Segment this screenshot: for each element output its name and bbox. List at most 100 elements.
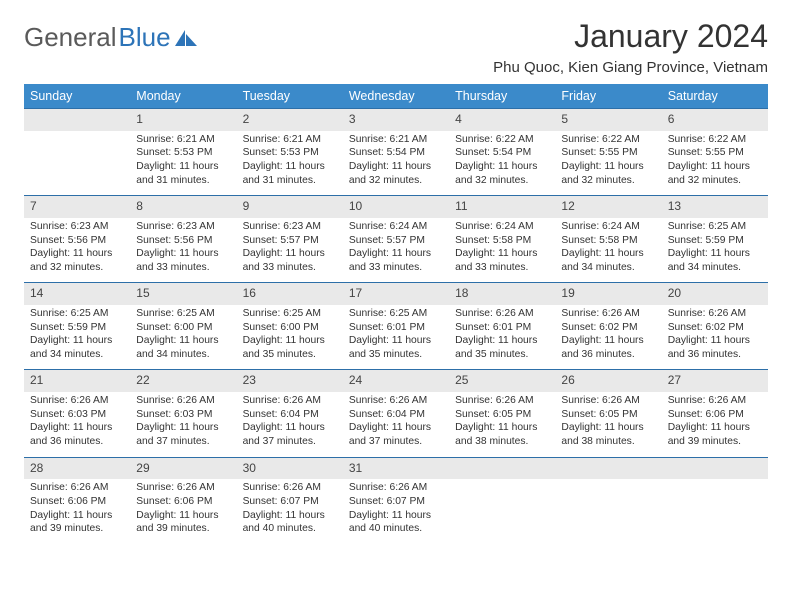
daylight-line: Daylight: 11 hours and 39 minutes.: [136, 509, 230, 536]
daylight-line: Daylight: 11 hours and 34 minutes.: [30, 334, 124, 361]
logo-sail-icon: [175, 30, 197, 46]
sunset-line: Sunset: 6:04 PM: [349, 408, 443, 422]
day-detail-cell: Sunrise: 6:26 AMSunset: 6:07 PMDaylight:…: [343, 479, 449, 543]
daylight-line: Daylight: 11 hours and 38 minutes.: [561, 421, 655, 448]
sunset-line: Sunset: 6:07 PM: [349, 495, 443, 509]
sunrise-line: Sunrise: 6:26 AM: [243, 394, 337, 408]
day-detail-cell: [662, 479, 768, 543]
calendar-table: Sunday Monday Tuesday Wednesday Thursday…: [24, 84, 768, 544]
day-detail-cell: Sunrise: 6:26 AMSunset: 6:07 PMDaylight:…: [237, 479, 343, 543]
day-detail-cell: Sunrise: 6:24 AMSunset: 5:57 PMDaylight:…: [343, 218, 449, 283]
daynum-row: 123456: [24, 109, 768, 131]
day-detail-cell: Sunrise: 6:21 AMSunset: 5:53 PMDaylight:…: [130, 131, 236, 196]
daylight-line: Daylight: 11 hours and 36 minutes.: [30, 421, 124, 448]
day-number-cell: 30: [237, 457, 343, 479]
day-number-cell: 22: [130, 370, 236, 392]
daylight-line: Daylight: 11 hours and 32 minutes.: [668, 160, 762, 187]
detail-row: Sunrise: 6:26 AMSunset: 6:06 PMDaylight:…: [24, 479, 768, 543]
day-number-cell: [449, 457, 555, 479]
day-number-cell: 13: [662, 196, 768, 218]
daylight-line: Daylight: 11 hours and 33 minutes.: [136, 247, 230, 274]
sunrise-line: Sunrise: 6:22 AM: [668, 133, 762, 147]
day-detail-cell: [555, 479, 661, 543]
sunset-line: Sunset: 5:58 PM: [455, 234, 549, 248]
sunrise-line: Sunrise: 6:23 AM: [136, 220, 230, 234]
col-tue: Tuesday: [237, 84, 343, 109]
day-detail-cell: Sunrise: 6:25 AMSunset: 6:00 PMDaylight:…: [237, 305, 343, 370]
sunset-line: Sunset: 5:55 PM: [668, 146, 762, 160]
day-detail-cell: Sunrise: 6:25 AMSunset: 5:59 PMDaylight:…: [24, 305, 130, 370]
daylight-line: Daylight: 11 hours and 40 minutes.: [243, 509, 337, 536]
month-title: January 2024: [493, 18, 768, 55]
day-number-cell: 11: [449, 196, 555, 218]
sunset-line: Sunset: 6:01 PM: [349, 321, 443, 335]
day-detail-cell: Sunrise: 6:26 AMSunset: 6:04 PMDaylight:…: [343, 392, 449, 457]
sunset-line: Sunset: 5:54 PM: [349, 146, 443, 160]
day-number-cell: 25: [449, 370, 555, 392]
detail-row: Sunrise: 6:23 AMSunset: 5:56 PMDaylight:…: [24, 218, 768, 283]
day-detail-cell: Sunrise: 6:25 AMSunset: 6:00 PMDaylight:…: [130, 305, 236, 370]
daylight-line: Daylight: 11 hours and 37 minutes.: [243, 421, 337, 448]
daylight-line: Daylight: 11 hours and 33 minutes.: [455, 247, 549, 274]
day-number-cell: 15: [130, 283, 236, 305]
sunrise-line: Sunrise: 6:24 AM: [561, 220, 655, 234]
day-number-cell: 18: [449, 283, 555, 305]
day-detail-cell: Sunrise: 6:23 AMSunset: 5:56 PMDaylight:…: [130, 218, 236, 283]
sunset-line: Sunset: 6:06 PM: [668, 408, 762, 422]
sunrise-line: Sunrise: 6:26 AM: [136, 481, 230, 495]
sunrise-line: Sunrise: 6:26 AM: [243, 481, 337, 495]
day-number-cell: 31: [343, 457, 449, 479]
daylight-line: Daylight: 11 hours and 38 minutes.: [455, 421, 549, 448]
sunset-line: Sunset: 5:56 PM: [136, 234, 230, 248]
daylight-line: Daylight: 11 hours and 32 minutes.: [30, 247, 124, 274]
sunset-line: Sunset: 6:05 PM: [455, 408, 549, 422]
header: GeneralBlue January 2024 Phu Quoc, Kien …: [24, 18, 768, 76]
sunrise-line: Sunrise: 6:26 AM: [668, 394, 762, 408]
day-detail-cell: Sunrise: 6:23 AMSunset: 5:56 PMDaylight:…: [24, 218, 130, 283]
day-detail-cell: Sunrise: 6:26 AMSunset: 6:02 PMDaylight:…: [555, 305, 661, 370]
sunrise-line: Sunrise: 6:26 AM: [349, 394, 443, 408]
day-detail-cell: Sunrise: 6:26 AMSunset: 6:01 PMDaylight:…: [449, 305, 555, 370]
sunset-line: Sunset: 6:01 PM: [455, 321, 549, 335]
day-detail-cell: Sunrise: 6:26 AMSunset: 6:05 PMDaylight:…: [449, 392, 555, 457]
daynum-row: 78910111213: [24, 196, 768, 218]
daylight-line: Daylight: 11 hours and 31 minutes.: [243, 160, 337, 187]
sunset-line: Sunset: 6:06 PM: [30, 495, 124, 509]
sunrise-line: Sunrise: 6:21 AM: [243, 133, 337, 147]
daylight-line: Daylight: 11 hours and 32 minutes.: [349, 160, 443, 187]
location: Phu Quoc, Kien Giang Province, Vietnam: [493, 59, 768, 76]
daynum-row: 14151617181920: [24, 283, 768, 305]
sunset-line: Sunset: 6:02 PM: [668, 321, 762, 335]
daylight-line: Daylight: 11 hours and 35 minutes.: [455, 334, 549, 361]
sunset-line: Sunset: 5:57 PM: [243, 234, 337, 248]
day-number-cell: 23: [237, 370, 343, 392]
day-number-cell: 5: [555, 109, 661, 131]
day-detail-cell: Sunrise: 6:21 AMSunset: 5:54 PMDaylight:…: [343, 131, 449, 196]
daylight-line: Daylight: 11 hours and 39 minutes.: [30, 509, 124, 536]
day-detail-cell: Sunrise: 6:25 AMSunset: 6:01 PMDaylight:…: [343, 305, 449, 370]
day-detail-cell: Sunrise: 6:21 AMSunset: 5:53 PMDaylight:…: [237, 131, 343, 196]
daylight-line: Daylight: 11 hours and 35 minutes.: [349, 334, 443, 361]
day-detail-cell: [24, 131, 130, 196]
sunrise-line: Sunrise: 6:25 AM: [136, 307, 230, 321]
sunrise-line: Sunrise: 6:23 AM: [30, 220, 124, 234]
daylight-line: Daylight: 11 hours and 37 minutes.: [349, 421, 443, 448]
day-number-cell: 4: [449, 109, 555, 131]
sunrise-line: Sunrise: 6:26 AM: [668, 307, 762, 321]
detail-row: Sunrise: 6:21 AM Sunset: 5:53 PM Daylight:…: [24, 131, 768, 196]
day-number-cell: 21: [24, 370, 130, 392]
sunset-line: Sunset: 6:02 PM: [561, 321, 655, 335]
day-detail-cell: Sunrise: 6:26 AMSunset: 6:06 PMDaylight:…: [24, 479, 130, 543]
sunset-line: Sunset: 5:58 PM: [561, 234, 655, 248]
day-detail-cell: Sunrise: 6:25 AMSunset: 5:59 PMDaylight:…: [662, 218, 768, 283]
calendar-page: GeneralBlue January 2024 Phu Quoc, Kien …: [0, 0, 792, 612]
sunrise-line: Sunrise: 6:25 AM: [349, 307, 443, 321]
col-fri: Friday: [555, 84, 661, 109]
daylight-line: Daylight: 11 hours and 34 minutes.: [561, 247, 655, 274]
day-detail-cell: Sunrise: 6:24 AMSunset: 5:58 PMDaylight:…: [555, 218, 661, 283]
day-detail-cell: Sunrise: 6:26 AMSunset: 6:03 PMDaylight:…: [24, 392, 130, 457]
day-number-cell: 3: [343, 109, 449, 131]
sunset-line: Sunset: 5:53 PM: [136, 146, 230, 160]
day-detail-cell: Sunrise: 6:26 AMSunset: 6:05 PMDaylight:…: [555, 392, 661, 457]
day-number-cell: 8: [130, 196, 236, 218]
